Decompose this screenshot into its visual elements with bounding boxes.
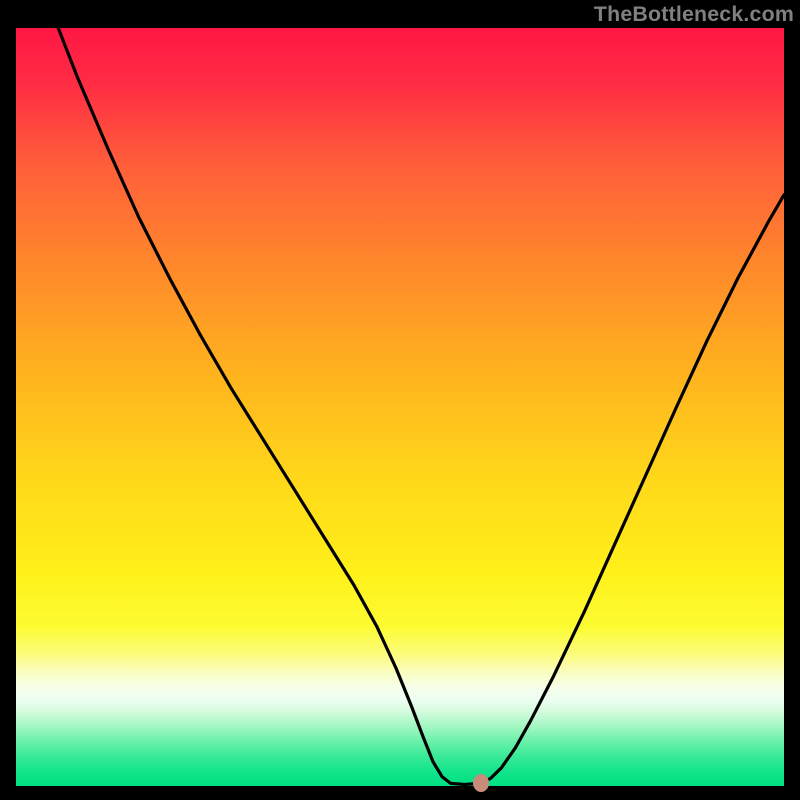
bottleneck-curve (16, 28, 784, 786)
attribution-text: TheBottleneck.com (594, 2, 794, 27)
plot-frame (16, 28, 784, 786)
optimum-marker (473, 774, 489, 792)
curve-path (58, 28, 784, 784)
chart-stage: TheBottleneck.com (0, 0, 800, 800)
